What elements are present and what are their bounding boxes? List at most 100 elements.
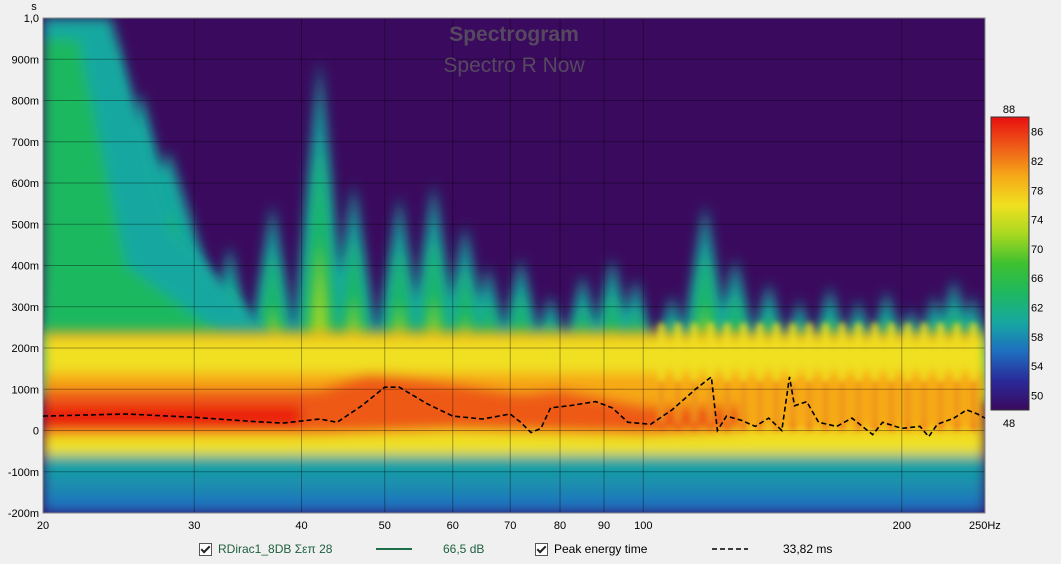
streak bbox=[856, 381, 861, 431]
colorbar-tick-label: 58 bbox=[1031, 332, 1043, 344]
colorbar-tick-label: 78 bbox=[1031, 185, 1043, 197]
streak bbox=[954, 381, 959, 431]
colorbar-tick-label: 48 bbox=[1003, 418, 1015, 430]
low-freq-decay bbox=[43, 18, 283, 348]
colorbar-tick-label: 54 bbox=[1031, 361, 1043, 373]
streak bbox=[823, 381, 828, 431]
x-tick-label: 100 bbox=[634, 520, 652, 532]
streak bbox=[741, 381, 746, 431]
streak bbox=[774, 381, 779, 431]
streak bbox=[692, 381, 697, 431]
legend-item-peak-energy[interactable]: Peak energy time bbox=[535, 540, 647, 558]
colorbar-tick-label: 62 bbox=[1031, 302, 1043, 314]
streak bbox=[658, 323, 665, 423]
streak bbox=[937, 323, 944, 423]
chart-title: Spectrogram bbox=[449, 23, 579, 46]
y-tick-label: 400m bbox=[11, 261, 39, 273]
y-tick-label: -100m bbox=[8, 467, 39, 479]
y-tick-label: -200m bbox=[8, 508, 39, 520]
grid-lines bbox=[42, 17, 986, 514]
colorbar-tick-label: 50 bbox=[1031, 390, 1043, 402]
peak-energy-value: 33,82 ms bbox=[783, 542, 833, 556]
peak-energy-line-swatch bbox=[712, 548, 748, 550]
y-axis-unit: s bbox=[31, 1, 37, 13]
colorbar-tick-label: 88 bbox=[1003, 104, 1015, 116]
peak-energy-label: Peak energy time bbox=[554, 542, 648, 556]
streak bbox=[938, 381, 943, 431]
streak bbox=[970, 323, 977, 423]
streak bbox=[904, 323, 911, 423]
legend-item-measurement[interactable]: RDirac1_8DB Σεπ 28 bbox=[199, 540, 332, 558]
streak bbox=[871, 323, 878, 423]
y-tick-label: 0 bbox=[33, 426, 39, 438]
streak bbox=[659, 381, 664, 431]
x-tick-label: 200 bbox=[893, 520, 911, 532]
colorbar-ticks: 88 86 82 78 74 70 66 62 58 54 50 48 bbox=[1003, 104, 1043, 430]
streak bbox=[790, 381, 795, 431]
streak bbox=[840, 381, 845, 431]
colorbar-tick-label: 66 bbox=[1031, 273, 1043, 285]
y-tick-label: 900m bbox=[11, 54, 39, 66]
streak bbox=[708, 381, 713, 431]
streak bbox=[740, 323, 747, 423]
heatmap-layer bbox=[43, 18, 985, 513]
streak bbox=[757, 381, 762, 431]
x-tick-label: 250Hz bbox=[969, 520, 1001, 532]
y-tick-label: 500m bbox=[11, 219, 39, 231]
colorbar-tick-label: 86 bbox=[1031, 127, 1043, 139]
x-tick-label: 30 bbox=[188, 520, 200, 532]
colorbar-tick-label: 70 bbox=[1031, 244, 1043, 256]
y-tick-label: 600m bbox=[11, 178, 39, 190]
x-tick-label: 50 bbox=[379, 520, 391, 532]
y-tick-label: 100m bbox=[11, 384, 39, 396]
streak bbox=[953, 323, 960, 423]
streak bbox=[971, 381, 976, 431]
streak bbox=[839, 323, 846, 423]
x-tick-label: 60 bbox=[447, 520, 459, 532]
y-tick-label: 300m bbox=[11, 302, 39, 314]
y-tick-label: 1,0 bbox=[24, 13, 39, 25]
streak bbox=[707, 323, 714, 423]
streak bbox=[888, 323, 895, 423]
streak bbox=[806, 323, 813, 423]
peak-energy-line bbox=[43, 375, 985, 439]
axis-ticks: 20 30 40 50 60 70 80 90 100 200 250Hz 1,0 900m 800m 70… bbox=[8, 13, 1001, 532]
measurement-label: RDirac1_8DB Σεπ 28 bbox=[218, 542, 333, 556]
x-tick-label: 40 bbox=[295, 520, 307, 532]
measurement-value: 66,5 dB bbox=[443, 542, 485, 556]
y-tick-label: 800m bbox=[11, 96, 39, 108]
colorbar-tick-label: 74 bbox=[1031, 215, 1043, 227]
colorbar-tick-label: 82 bbox=[1031, 156, 1043, 168]
x-tick-label: 70 bbox=[504, 520, 516, 532]
x-tick-label: 20 bbox=[37, 520, 49, 532]
streak bbox=[756, 323, 763, 423]
streak bbox=[674, 323, 681, 423]
x-tick-label: 80 bbox=[554, 520, 566, 532]
streak bbox=[905, 381, 910, 431]
streak bbox=[921, 323, 928, 423]
streak bbox=[773, 323, 780, 423]
streak bbox=[889, 381, 894, 431]
peak-energy-checkbox[interactable] bbox=[535, 542, 548, 556]
chart-subtitle: Spectro R Now bbox=[443, 54, 585, 77]
streak bbox=[872, 381, 877, 431]
streak bbox=[822, 323, 829, 423]
colorbar bbox=[990, 116, 1030, 411]
streaks bbox=[658, 323, 977, 431]
streak bbox=[691, 323, 698, 423]
streak bbox=[724, 323, 731, 423]
streak bbox=[922, 381, 927, 431]
streak bbox=[789, 323, 796, 423]
streak bbox=[725, 381, 730, 431]
measurement-checkbox[interactable] bbox=[199, 542, 212, 556]
y-tick-label: 200m bbox=[11, 343, 39, 355]
peak-energy-layer bbox=[43, 375, 985, 439]
decay-region bbox=[43, 38, 230, 340]
measurement-line-swatch bbox=[376, 548, 412, 550]
plot-frame bbox=[42, 17, 986, 514]
x-tick-label: 90 bbox=[598, 520, 610, 532]
streak bbox=[855, 323, 862, 423]
y-tick-label: 700m bbox=[11, 137, 39, 149]
band-bottom bbox=[43, 500, 985, 513]
